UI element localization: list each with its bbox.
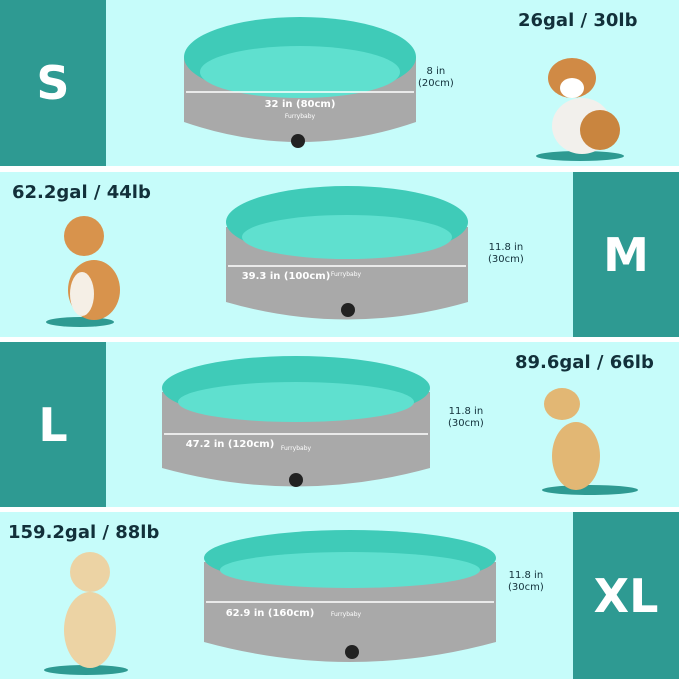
drain-valve-icon — [341, 303, 355, 317]
width-label: 32 in (80cm) — [265, 99, 336, 110]
capacity-label-l: 89.6gal / 66lb — [515, 352, 654, 373]
pool-image-m: 39.3 in (100cm) Furrybaby — [226, 186, 468, 320]
dog-image-golden-retriever — [542, 388, 638, 495]
drain-valve-icon — [289, 473, 303, 487]
capacity-label-m: 62.2gal / 44lb — [12, 182, 151, 203]
height-label-m: 11.8 in (30cm) — [488, 242, 524, 265]
width-label: 39.3 in (100cm) — [242, 271, 331, 282]
panel-size-xl: XL 159.2gal / 88lb 62.9 in (160cm) Furry… — [0, 512, 679, 679]
panel-size-l: L 47.2 in (120cm) Furrybaby 11.8 in (30cm… — [0, 342, 679, 507]
drain-valve-icon — [345, 645, 359, 659]
width-label: 47.2 in (120cm) — [186, 439, 275, 450]
brand-logo: Furrybaby — [331, 271, 362, 278]
panel-size-s: S 32 in (80cm) Furrybaby 8 in (20cm) 26ga… — [0, 0, 679, 166]
size-label-l: L — [0, 342, 106, 507]
capacity-label-s: 26gal / 30lb — [518, 10, 638, 31]
size-label-s: S — [0, 0, 106, 166]
dog-image-labrador — [44, 552, 128, 675]
panel-size-m: M 62.2gal / 44lb 39.3 in (100cm) Furryba… — [0, 172, 679, 337]
brand-logo: Furrybaby — [285, 113, 316, 120]
pool-image-xl: 62.9 in (160cm) Furrybaby — [204, 530, 496, 662]
height-label-s: 8 in (20cm) — [418, 66, 454, 89]
dog-image-corgi — [536, 58, 624, 161]
width-label: 62.9 in (160cm) — [226, 608, 315, 619]
dog-image-shiba — [46, 216, 120, 327]
height-label-l: 11.8 in (30cm) — [448, 406, 484, 429]
height-label-xl: 11.8 in (30cm) — [508, 570, 544, 593]
capacity-label-xl: 159.2gal / 88lb — [8, 522, 160, 543]
size-label-xl: XL — [573, 512, 679, 679]
size-label-m: M — [573, 172, 679, 337]
brand-logo: Furrybaby — [331, 611, 362, 618]
pool-image-l: 47.2 in (120cm) Furrybaby — [162, 356, 430, 487]
pool-image-s: 32 in (80cm) Furrybaby — [184, 17, 416, 148]
drain-valve-icon — [291, 134, 305, 148]
brand-logo: Furrybaby — [281, 445, 312, 452]
